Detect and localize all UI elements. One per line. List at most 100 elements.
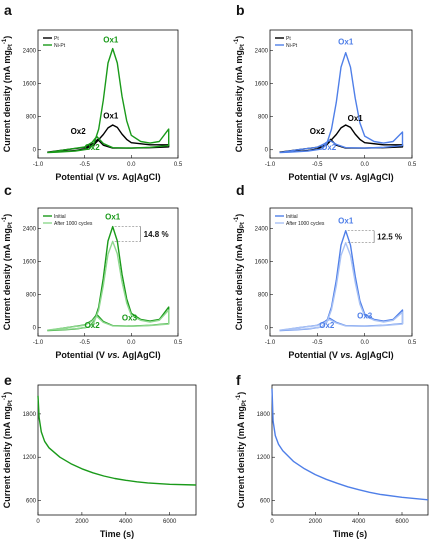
- x-tick-label: 0.0: [360, 162, 369, 168]
- x-axis-label-part: vs.: [107, 172, 120, 182]
- plot-frame: [37, 29, 179, 159]
- plot-frame: [37, 384, 197, 516]
- x-axis-label-part: Ag|AgCl): [120, 172, 161, 182]
- series-line-pt: [279, 124, 404, 153]
- y-tick-label: 2400: [23, 49, 37, 55]
- series-line-pt: [47, 124, 170, 153]
- plot-frame: [271, 384, 429, 516]
- y-tick-label: 1600: [255, 260, 269, 266]
- y-tick-label: 0: [33, 326, 37, 332]
- peak-annotation: Ox1: [338, 37, 354, 46]
- panel-letter: c: [4, 182, 12, 198]
- series-line-after-1000-cycles: [47, 240, 170, 331]
- y-axis-label: Current density (mA mgPt-1): [2, 392, 14, 509]
- y-axis-label-sub: Pt: [242, 400, 248, 406]
- y-axis-label-main: Current density (mA mg: [236, 406, 246, 508]
- x-tick-label: 0: [36, 519, 40, 525]
- plot-frame: [269, 207, 413, 337]
- y-tick-label: 2400: [23, 227, 37, 233]
- y-axis-label-close: ): [234, 36, 244, 39]
- x-tick-label: 6000: [163, 519, 177, 525]
- x-tick-label: 0.5: [408, 340, 417, 346]
- x-axis-label-part: Ag|AgCl): [353, 350, 394, 360]
- plot-frame: [37, 207, 179, 337]
- x-axis-label-part: Ag|AgCl): [120, 350, 161, 360]
- series-line-current: [271, 388, 429, 501]
- panel-letter: e: [4, 372, 12, 388]
- y-tick-label: 600: [260, 499, 271, 505]
- y-axis-label: Current density (mA mgPt-1): [234, 36, 246, 153]
- series-line-after-1000-cycles: [279, 242, 404, 331]
- x-tick-label: 4000: [119, 519, 133, 525]
- x-tick-label: -0.5: [79, 162, 90, 168]
- y-axis-label-sup: -1: [234, 216, 240, 222]
- y-axis-label: Current density (mA mgPt-1): [2, 36, 14, 153]
- x-tick-label: 0: [270, 519, 274, 525]
- x-axis-label: Time (s): [333, 529, 367, 539]
- x-axis-label: Potential (V vs. Ag|AgCl): [288, 172, 393, 182]
- y-axis-label-sub: Pt: [8, 222, 14, 228]
- x-tick-label: 0.0: [127, 162, 136, 168]
- panel-e: e 0 2000 4000 6000 600 1200 1800 Time (s) Current…: [2, 372, 197, 539]
- x-axis-label-part: vs.: [107, 350, 120, 360]
- x-axis-label: Time (s): [100, 529, 134, 539]
- x-tick-label: 2000: [309, 519, 323, 525]
- peak-annotation: Ox2: [319, 321, 335, 330]
- y-tick-label: 1800: [257, 412, 271, 418]
- peak-annotation: Ox2: [85, 143, 101, 152]
- legend-entry: Ni-Pt: [54, 43, 66, 49]
- panel-letter: b: [236, 2, 245, 18]
- y-axis-label-sub: Pt: [240, 44, 246, 50]
- x-tick-label: -1.0: [265, 340, 276, 346]
- y-tick-label: 1600: [255, 82, 269, 88]
- y-tick-label: 1600: [23, 260, 37, 266]
- x-tick-label: -0.5: [79, 340, 90, 346]
- y-tick-label: 0: [33, 148, 37, 154]
- peak-annotation: Ox1: [348, 114, 364, 123]
- x-axis-label-part: Potential (V: [55, 350, 107, 360]
- series-line-initial: [47, 225, 170, 332]
- panel-b: b -1.0 -0.5 0.0 0.5 0 800 1600 2400 Potential (V …: [234, 2, 417, 182]
- y-tick-label: 0: [265, 326, 269, 332]
- x-tick-label: 0.5: [408, 162, 417, 168]
- y-tick-label: 2400: [255, 49, 269, 55]
- legend-entry: Initial: [286, 214, 298, 220]
- y-axis-label: Current density (mA mgPt-1): [234, 214, 246, 331]
- peak-annotation: Ox3: [357, 312, 373, 321]
- x-axis-label-part: Potential (V: [288, 350, 340, 360]
- x-axis-label: Potential (V vs. Ag|AgCl): [55, 172, 160, 182]
- series-line-ni-pt: [47, 47, 170, 154]
- x-axis-label-part: vs.: [340, 172, 353, 182]
- panel-c: c -1.0 -0.5 0.0 0.5 0 800 1600 2400 Potential (V …: [2, 182, 183, 360]
- y-tick-label: 800: [26, 293, 37, 299]
- x-tick-label: -1.0: [33, 340, 44, 346]
- series-line-current: [37, 395, 197, 486]
- y-axis-label-close: ): [236, 392, 246, 395]
- y-tick-label: 0: [265, 148, 269, 154]
- y-tick-label: 1800: [23, 412, 37, 418]
- y-axis-label-sub: Pt: [8, 44, 14, 50]
- x-tick-label: 6000: [395, 519, 409, 525]
- y-axis-label-sup: -1: [234, 38, 240, 44]
- series-line-ni-pt: [279, 52, 404, 154]
- x-axis-label-part: vs.: [340, 350, 353, 360]
- y-tick-label: 1200: [23, 455, 37, 461]
- y-tick-label: 800: [258, 293, 269, 299]
- x-axis-label: Potential (V vs. Ag|AgCl): [288, 350, 393, 360]
- x-tick-label: 0.0: [127, 340, 136, 346]
- y-axis-label-main: Current density (mA mg: [234, 50, 244, 152]
- y-tick-label: 600: [26, 499, 37, 505]
- x-tick-label: 0.5: [174, 340, 183, 346]
- legend-entry: After 1000 cycles: [54, 221, 93, 227]
- y-axis-label-main: Current density (mA mg: [2, 50, 12, 152]
- x-axis-label-part: Potential (V: [288, 172, 340, 182]
- y-tick-label: 1200: [257, 455, 271, 461]
- x-axis-label-part: Ag|AgCl): [353, 172, 394, 182]
- panel-a: a -1.0 -0.5 0.0 0.5 0 800 1600 2400 Potential (V …: [2, 2, 183, 182]
- peak-annotation: Ox2: [85, 321, 101, 330]
- legend-entry: Ni-Pt: [286, 43, 298, 49]
- panel-letter: f: [236, 372, 241, 388]
- x-tick-label: 0.5: [174, 162, 183, 168]
- panel-letter: d: [236, 182, 245, 198]
- legend-entry: Pt: [54, 36, 59, 42]
